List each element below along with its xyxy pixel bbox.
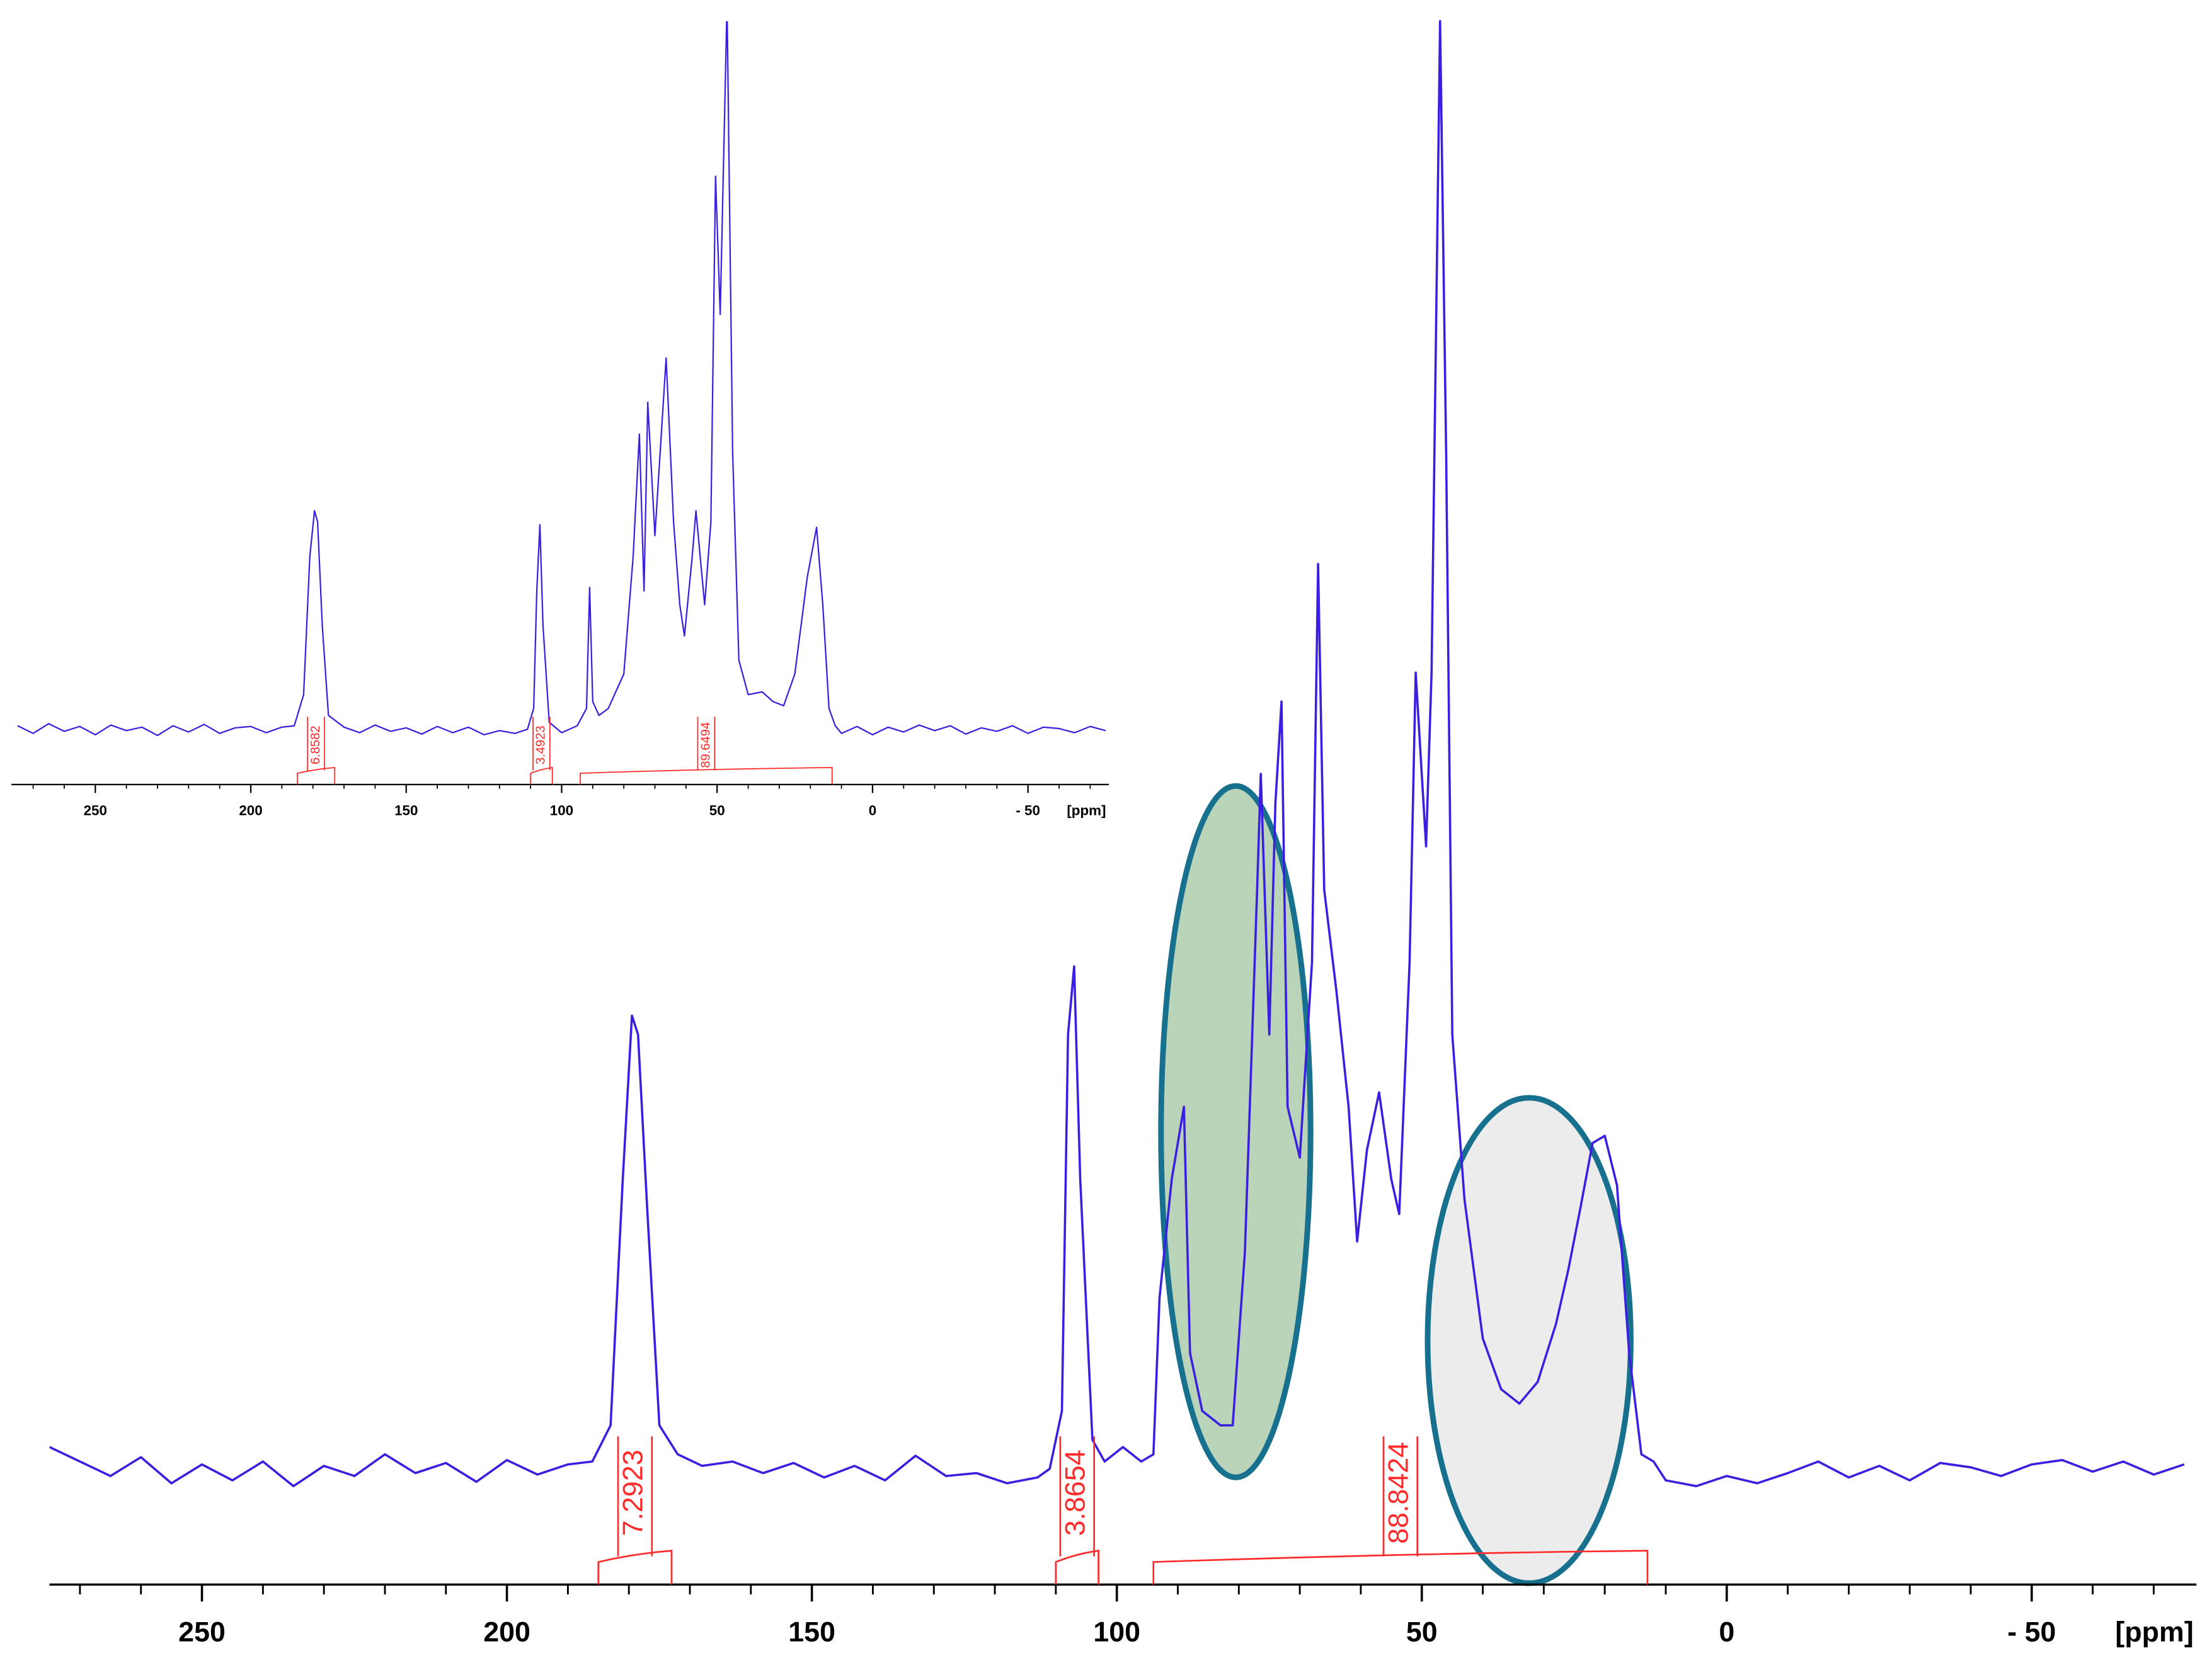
x-tick-label: 150 — [788, 1616, 835, 1648]
integral-curve — [297, 767, 336, 785]
x-tick-label: 100 — [550, 802, 573, 818]
x-axis-label: [ppm] — [1067, 802, 1106, 818]
x-tick-label: 250 — [84, 802, 107, 818]
highlight-ellipse-green — [1158, 783, 1314, 1480]
integral-curve — [530, 766, 553, 785]
integral-curve — [597, 1550, 673, 1585]
integral-label: 6.8582 — [309, 725, 323, 764]
spectrum-line — [17, 21, 1106, 737]
spectrum-line — [49, 20, 2185, 1487]
x-tick-label: 50 — [1406, 1616, 1438, 1648]
x-tick-label: 100 — [1093, 1616, 1140, 1648]
x-tick-label: 200 — [483, 1616, 530, 1648]
x-axis-label: [ppm] — [2115, 1616, 2193, 1648]
integral-label: 88.8424 — [1383, 1442, 1414, 1544]
x-tick-label: 50 — [709, 802, 725, 818]
x-tick-label: 200 — [239, 802, 262, 818]
integral-label: 3.8654 — [1060, 1449, 1091, 1536]
x-tick-label: 150 — [394, 802, 418, 818]
x-tick-label: - 50 — [1016, 802, 1040, 818]
integral-label: 89.6494 — [699, 722, 713, 768]
x-tick-label: - 50 — [2007, 1616, 2056, 1648]
integral-label: 3.4923 — [534, 725, 548, 764]
integral-curve — [1152, 1550, 1649, 1585]
integral-curve — [580, 767, 833, 785]
integral-curve — [1055, 1550, 1099, 1585]
x-tick-label: 250 — [178, 1616, 226, 1648]
highlight-ellipse-gray — [1424, 1095, 1634, 1586]
x-tick-label: 0 — [1719, 1616, 1734, 1648]
integral-label: 7.2923 — [617, 1449, 649, 1536]
x-tick-label: 0 — [869, 802, 876, 818]
